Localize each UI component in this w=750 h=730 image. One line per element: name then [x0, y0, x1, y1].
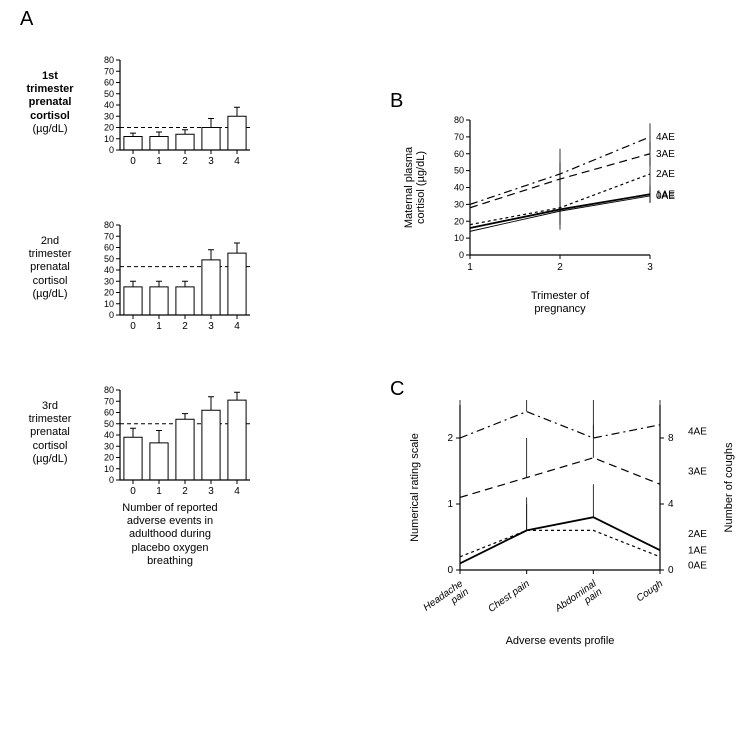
- svg-text:4AE: 4AE: [656, 132, 675, 143]
- svg-text:40: 40: [104, 265, 114, 275]
- panel-a-barchart: 0102030405060708001234: [85, 220, 255, 340]
- svg-text:0: 0: [109, 145, 114, 155]
- svg-text:3: 3: [208, 156, 214, 167]
- svg-text:1: 1: [156, 156, 162, 167]
- svg-text:70: 70: [454, 132, 464, 142]
- svg-text:60: 60: [454, 149, 464, 159]
- svg-text:50: 50: [104, 254, 114, 264]
- svg-text:60: 60: [104, 408, 114, 418]
- svg-text:1: 1: [447, 499, 453, 510]
- svg-text:Number of coughs: Number of coughs: [723, 442, 735, 532]
- svg-text:Cough: Cough: [635, 578, 666, 604]
- svg-text:60: 60: [104, 78, 114, 88]
- svg-text:30: 30: [454, 199, 464, 209]
- panel-b-container: 4AE3AE2AE1AE0AE01020304050607080123Mater…: [400, 115, 710, 316]
- svg-text:1: 1: [156, 321, 162, 332]
- svg-text:50: 50: [104, 89, 114, 99]
- svg-text:3AE: 3AE: [688, 466, 707, 477]
- svg-text:0: 0: [130, 156, 136, 167]
- svg-text:70: 70: [104, 66, 114, 76]
- svg-text:Adverse events profile: Adverse events profile: [506, 635, 615, 647]
- svg-text:50: 50: [454, 166, 464, 176]
- svg-text:0AE: 0AE: [656, 191, 675, 202]
- svg-text:20: 20: [104, 453, 114, 463]
- svg-text:50: 50: [104, 419, 114, 429]
- svg-text:10: 10: [454, 233, 464, 243]
- svg-text:10: 10: [104, 299, 114, 309]
- svg-text:Headachepain: Headachepain: [422, 578, 472, 622]
- svg-text:30: 30: [104, 276, 114, 286]
- svg-text:0: 0: [109, 310, 114, 320]
- panel-a-xlabel: Number of reportedadverse events inadult…: [95, 502, 245, 568]
- svg-text:0: 0: [130, 321, 136, 332]
- panel-a-barchart: 0102030405060708001234: [85, 385, 255, 505]
- svg-text:20: 20: [104, 123, 114, 133]
- svg-text:0: 0: [447, 565, 453, 576]
- panel-c-letter: C: [390, 378, 404, 401]
- svg-text:10: 10: [104, 134, 114, 144]
- svg-text:4: 4: [234, 156, 240, 167]
- svg-text:70: 70: [104, 396, 114, 406]
- svg-text:3: 3: [647, 262, 653, 273]
- svg-text:4: 4: [668, 499, 674, 510]
- svg-text:3AE: 3AE: [656, 149, 675, 160]
- svg-text:0: 0: [459, 250, 464, 260]
- svg-text:80: 80: [104, 385, 114, 395]
- svg-text:70: 70: [104, 231, 114, 241]
- panel-b-xlabel: Trimester ofpregnancy: [460, 290, 660, 316]
- panel-a-ylabel: 2ndtrimesterprenatalcortisol(µg/dL): [20, 235, 80, 301]
- panel-a-ylabel: 3rdtrimesterprenatalcortisol(µg/dL): [20, 400, 80, 466]
- svg-text:0: 0: [668, 565, 674, 576]
- svg-text:4: 4: [234, 486, 240, 497]
- svg-text:3: 3: [208, 486, 214, 497]
- svg-text:8: 8: [668, 433, 674, 444]
- svg-text:40: 40: [454, 183, 464, 193]
- panel-a-ylabel: 1sttrimesterprenatalcortisol(µg/dL): [20, 70, 80, 136]
- svg-text:2: 2: [182, 156, 188, 167]
- svg-text:20: 20: [104, 288, 114, 298]
- svg-text:80: 80: [454, 115, 464, 125]
- svg-text:0: 0: [109, 475, 114, 485]
- svg-text:30: 30: [104, 111, 114, 121]
- svg-text:4AE: 4AE: [688, 427, 707, 438]
- svg-text:20: 20: [454, 216, 464, 226]
- svg-text:Numerical rating scale: Numerical rating scale: [409, 433, 421, 542]
- svg-text:80: 80: [104, 220, 114, 230]
- svg-text:40: 40: [104, 100, 114, 110]
- svg-text:1AE: 1AE: [688, 546, 707, 557]
- svg-text:80: 80: [104, 55, 114, 65]
- panel-c-container: 4AE 3AE 2AE 1AE 0AE 0 1 2 0 4 8 Headachepain Chest p…: [400, 400, 740, 655]
- svg-text:10: 10: [104, 464, 114, 474]
- svg-text:2: 2: [557, 262, 563, 273]
- svg-text:2AE: 2AE: [656, 169, 675, 180]
- svg-text:4: 4: [234, 321, 240, 332]
- svg-text:60: 60: [104, 243, 114, 253]
- svg-text:0: 0: [130, 486, 136, 497]
- svg-text:3: 3: [208, 321, 214, 332]
- svg-text:2: 2: [447, 433, 453, 444]
- svg-text:1: 1: [467, 262, 473, 273]
- svg-text:2: 2: [182, 321, 188, 332]
- panel-a-barchart: 0102030405060708001234: [85, 55, 255, 175]
- svg-text:0AE: 0AE: [688, 561, 707, 572]
- panel-a-letter: A: [20, 8, 33, 31]
- svg-text:Abdominalpain: Abdominalpain: [553, 578, 605, 623]
- svg-text:2AE: 2AE: [688, 529, 707, 540]
- panel-b-letter: B: [390, 90, 403, 113]
- svg-text:2: 2: [182, 486, 188, 497]
- svg-text:1: 1: [156, 486, 162, 497]
- svg-text:30: 30: [104, 441, 114, 451]
- svg-text:Chest pain: Chest pain: [486, 578, 532, 615]
- svg-text:40: 40: [104, 430, 114, 440]
- svg-text:Maternal plasmacortisol (µg/dL: Maternal plasmacortisol (µg/dL): [403, 146, 427, 228]
